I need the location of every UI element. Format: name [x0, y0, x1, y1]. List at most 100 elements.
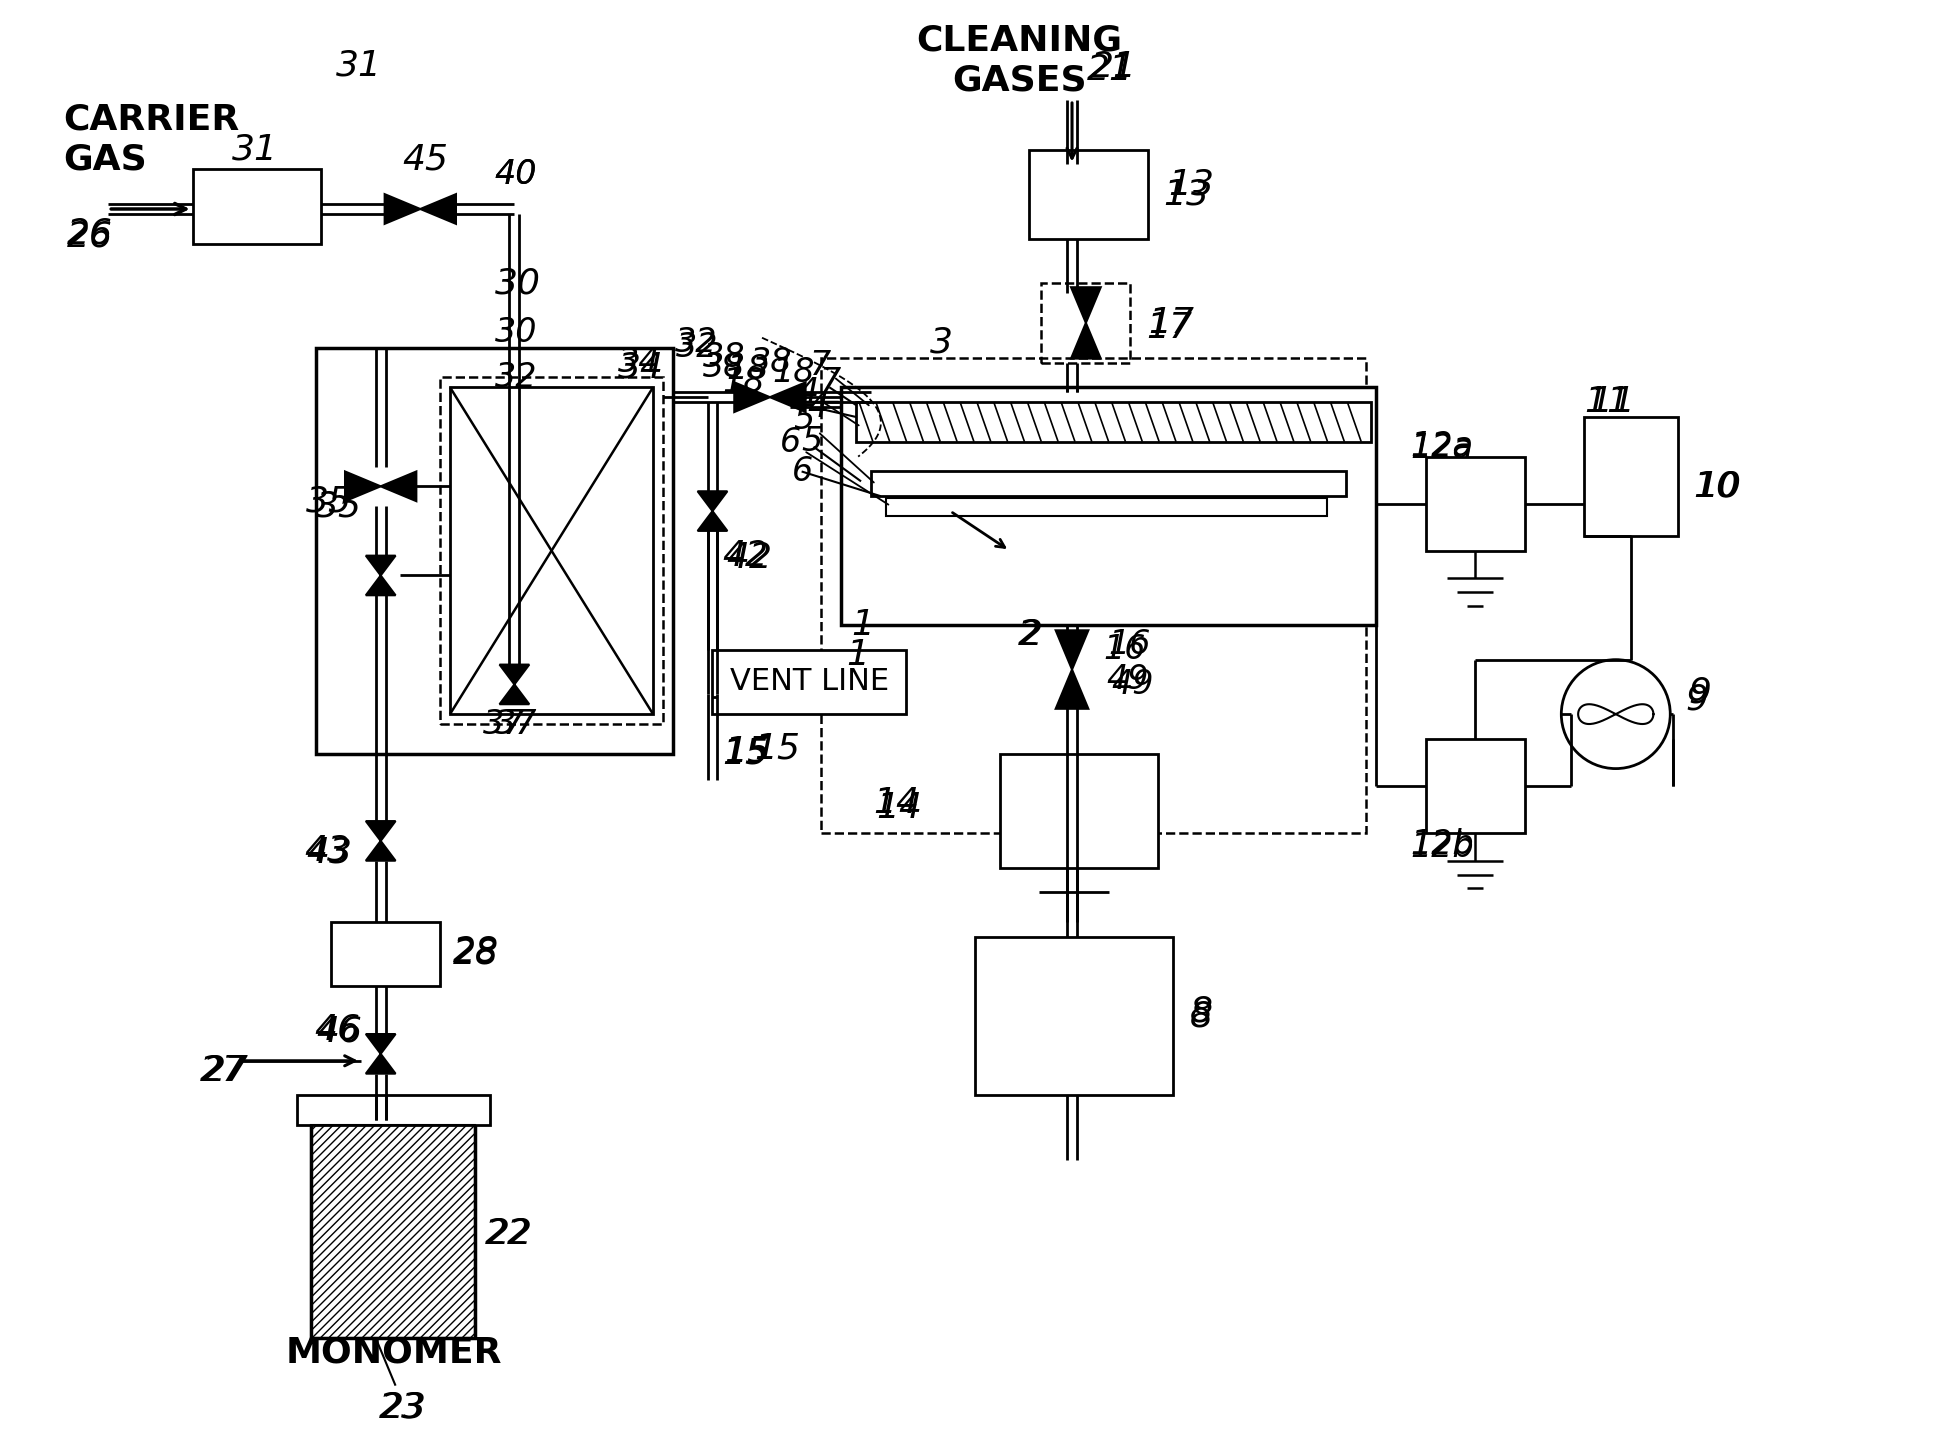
Bar: [856, 403, 1370, 442]
Text: 18: 18: [726, 353, 769, 385]
Polygon shape: [380, 471, 415, 502]
Polygon shape: [365, 1034, 396, 1073]
Bar: [297, 1095, 489, 1125]
Text: 12b: 12b: [1411, 829, 1475, 861]
Text: 18: 18: [773, 356, 815, 388]
Text: 23: 23: [380, 1390, 427, 1425]
Polygon shape: [1071, 323, 1101, 359]
Bar: [840, 387, 1376, 625]
Text: 40: 40: [495, 158, 538, 190]
Text: 42: 42: [722, 538, 769, 573]
Bar: [441, 378, 664, 724]
Text: 34: 34: [619, 350, 664, 384]
Text: 15: 15: [722, 737, 769, 771]
Bar: [332, 922, 441, 986]
Polygon shape: [771, 382, 806, 411]
Text: 38: 38: [703, 350, 745, 384]
Text: 13: 13: [1163, 177, 1209, 211]
Text: 30: 30: [495, 266, 542, 301]
Text: 12a: 12a: [1411, 430, 1473, 464]
Text: 35: 35: [316, 489, 363, 523]
Text: 26: 26: [66, 220, 113, 254]
Bar: [821, 358, 1366, 833]
Text: 32: 32: [495, 361, 538, 394]
Text: 31: 31: [233, 132, 278, 167]
Polygon shape: [345, 471, 380, 502]
Bar: [974, 936, 1172, 1095]
Text: 31: 31: [336, 48, 382, 83]
Polygon shape: [499, 664, 530, 704]
Text: 30: 30: [495, 317, 538, 349]
Text: 22: 22: [485, 1217, 530, 1250]
Polygon shape: [734, 382, 771, 411]
Text: 38: 38: [703, 342, 745, 374]
Text: 37: 37: [495, 708, 538, 740]
Text: 27: 27: [200, 1054, 245, 1088]
Text: 40: 40: [495, 158, 538, 190]
Bar: [192, 169, 322, 244]
Text: 17: 17: [1149, 305, 1194, 340]
Text: 14: 14: [875, 791, 922, 826]
Text: 9: 9: [1685, 682, 1708, 717]
Text: 34: 34: [619, 346, 660, 379]
Text: 4: 4: [798, 377, 858, 426]
Text: 7: 7: [819, 366, 840, 398]
Text: CLEANING
GASES: CLEANING GASES: [916, 23, 1122, 97]
Text: 32: 32: [675, 332, 718, 364]
Bar: [311, 1125, 476, 1338]
Polygon shape: [384, 195, 421, 224]
Text: 43: 43: [307, 836, 353, 869]
Text: 1: 1: [846, 638, 870, 672]
Polygon shape: [1056, 631, 1089, 669]
Text: 37: 37: [483, 708, 526, 740]
Text: 2: 2: [1017, 618, 1040, 651]
Polygon shape: [421, 195, 456, 224]
Bar: [1000, 753, 1159, 868]
Text: 6: 6: [780, 426, 889, 505]
Text: 11: 11: [1590, 385, 1634, 419]
Polygon shape: [697, 491, 728, 531]
Text: 1: 1: [852, 608, 873, 643]
Bar: [1040, 284, 1130, 362]
Bar: [1029, 150, 1149, 238]
Bar: [1425, 457, 1526, 551]
Text: 32: 32: [675, 326, 718, 359]
Text: 28: 28: [452, 936, 499, 971]
Text: 7: 7: [809, 349, 870, 406]
Text: 18: 18: [722, 366, 765, 398]
Text: 21: 21: [1091, 51, 1137, 84]
Text: 4: 4: [807, 391, 829, 423]
Text: 2: 2: [1019, 618, 1042, 651]
Text: 35: 35: [307, 484, 353, 518]
Text: 14: 14: [873, 787, 918, 820]
Polygon shape: [365, 822, 396, 861]
Text: 16: 16: [1104, 634, 1147, 666]
Text: 11: 11: [1584, 385, 1630, 419]
Text: MONOMER: MONOMER: [285, 1336, 503, 1370]
Bar: [1425, 739, 1526, 833]
Bar: [450, 387, 652, 714]
Text: 9: 9: [1689, 675, 1712, 710]
Text: 27: 27: [202, 1054, 248, 1088]
Text: VENT LINE: VENT LINE: [730, 667, 889, 696]
Bar: [872, 471, 1347, 496]
Bar: [885, 499, 1326, 516]
Polygon shape: [1071, 288, 1101, 323]
Polygon shape: [1056, 669, 1089, 708]
Text: 46: 46: [316, 1013, 363, 1048]
Text: 46: 46: [314, 1012, 361, 1045]
Text: 12a: 12a: [1411, 432, 1473, 465]
Text: 12b: 12b: [1411, 832, 1475, 864]
Text: 22: 22: [487, 1217, 532, 1250]
Text: 13: 13: [1168, 167, 1213, 201]
Text: 17: 17: [1147, 311, 1192, 345]
Text: 49: 49: [1112, 667, 1155, 701]
Bar: [712, 650, 906, 714]
Text: CARRIER
GAS: CARRIER GAS: [64, 103, 241, 176]
Text: 15: 15: [755, 731, 800, 766]
Text: 42: 42: [726, 541, 773, 574]
Text: 23: 23: [378, 1390, 425, 1425]
Text: 15: 15: [724, 734, 771, 769]
Text: 16: 16: [1108, 628, 1151, 662]
Bar: [311, 1120, 476, 1338]
